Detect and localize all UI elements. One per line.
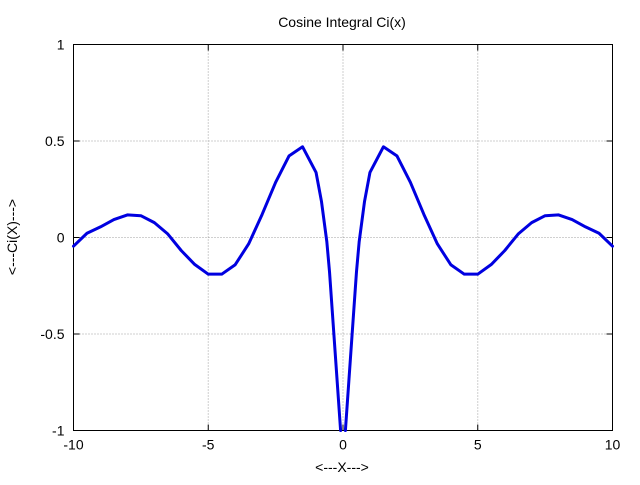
data-point	[476, 272, 479, 276]
data-point	[570, 218, 574, 221]
data-point	[357, 240, 361, 243]
ci-curve-left	[72, 145, 343, 432]
data-point	[193, 263, 196, 266]
data-point	[234, 263, 237, 266]
data-point	[72, 244, 75, 248]
data-point	[557, 213, 560, 217]
y-tick-label: 0.5	[45, 133, 65, 149]
data-point	[503, 249, 506, 252]
data-point	[320, 200, 323, 203]
data-point	[363, 200, 366, 203]
x-tick-label: -10	[63, 437, 83, 453]
x-tick-label: 10	[605, 437, 621, 453]
data-point	[247, 242, 250, 246]
y-tick-label: -1	[52, 423, 65, 439]
x-tick-label: 0	[339, 437, 347, 453]
data-points	[72, 145, 614, 312]
data-point	[382, 145, 385, 148]
x-tick-label: -5	[202, 437, 215, 453]
data-point	[422, 213, 426, 216]
y-tick-label: 0	[57, 230, 65, 246]
chart-title: Cosine Integral Ci(x)	[278, 14, 406, 30]
data-point	[85, 232, 89, 235]
data-point	[331, 309, 334, 312]
data-point	[274, 181, 277, 184]
data-point	[355, 270, 358, 274]
data-point	[301, 145, 304, 148]
ci-curve-right	[343, 145, 614, 432]
y-tick-label: 1	[57, 37, 65, 53]
data-point	[166, 232, 170, 236]
grid	[73, 44, 613, 431]
data-point	[463, 272, 466, 276]
data-point	[328, 270, 331, 274]
data-point	[287, 154, 291, 158]
data-point	[449, 263, 452, 266]
data-point	[180, 249, 183, 252]
data-point	[395, 154, 399, 158]
data-point	[530, 221, 533, 224]
data-point	[153, 221, 156, 224]
data-point	[314, 171, 318, 174]
data-point	[352, 309, 355, 312]
x-tick-label: 5	[474, 437, 482, 453]
data-point	[112, 218, 116, 221]
data-point	[207, 272, 210, 276]
y-axis-label: <---Ci(X)--->	[4, 199, 20, 275]
data-point	[543, 214, 547, 217]
data-point	[516, 232, 520, 236]
data-point	[220, 272, 223, 276]
data-point	[611, 244, 614, 248]
x-axis-label: <---X--->	[315, 459, 369, 475]
data-point	[325, 240, 329, 243]
data-point	[368, 171, 372, 174]
data-point	[490, 263, 493, 266]
data-point	[126, 213, 129, 217]
data-point	[597, 232, 601, 235]
data-point	[139, 214, 143, 217]
data-point	[260, 213, 264, 216]
data-point	[99, 225, 102, 229]
data-point	[409, 181, 412, 184]
ticks: -10 -5 0 5 10 1 0.5 0 -0.5 -1	[40, 37, 620, 453]
y-tick-label: -0.5	[40, 326, 64, 342]
data-point	[436, 242, 439, 246]
data-point	[584, 225, 587, 229]
